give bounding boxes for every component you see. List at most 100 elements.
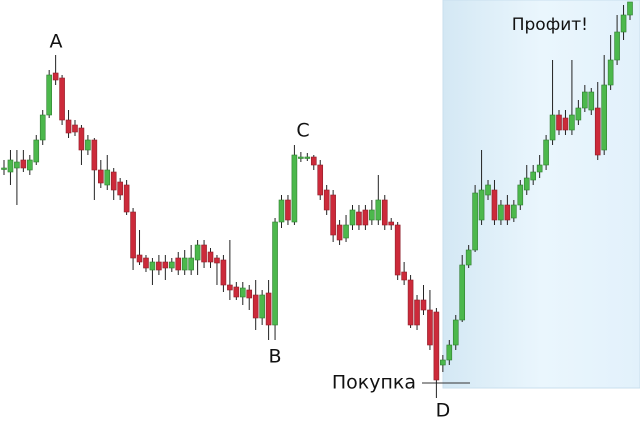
candle-body — [420, 299, 427, 311]
candle-body — [252, 294, 259, 319]
candle-body — [265, 292, 272, 326]
candle-body — [465, 249, 472, 266]
candle-body — [569, 114, 575, 131]
candle-body — [59, 77, 65, 121]
candle-body — [233, 286, 240, 298]
candle-body — [362, 209, 369, 226]
candle-body — [304, 156, 311, 159]
candle-body — [530, 171, 536, 181]
candle-body — [1, 167, 7, 170]
candle-body — [388, 221, 395, 226]
annotation: D — [436, 400, 451, 422]
candle-body — [259, 294, 265, 319]
candle-body — [201, 244, 207, 263]
candle-body — [336, 224, 343, 241]
candle-body — [123, 184, 130, 213]
candle-body — [523, 177, 530, 191]
candle-body — [272, 221, 278, 326]
candle-body — [143, 257, 149, 269]
candle-body — [285, 199, 291, 221]
candle-body — [239, 287, 246, 298]
candle-body — [549, 114, 556, 141]
candle-body — [356, 211, 362, 226]
candle-body — [39, 114, 46, 141]
candle-body — [627, 1, 633, 16]
candle-body — [394, 224, 401, 276]
candle-body — [310, 156, 317, 166]
candle-body — [517, 184, 524, 206]
candle-body — [588, 91, 595, 111]
candle-body — [452, 319, 459, 346]
candle-body — [556, 114, 562, 131]
candle-body — [478, 189, 485, 221]
candle-body — [214, 257, 220, 264]
candle-body — [78, 127, 85, 151]
candle-body — [375, 199, 382, 221]
candle-body — [175, 257, 182, 271]
candle-body — [298, 156, 304, 159]
candle-body — [291, 154, 298, 223]
candle-body — [401, 271, 407, 281]
candle-body — [46, 74, 52, 116]
candle-body — [188, 257, 194, 271]
candle-body — [485, 184, 491, 196]
candle-body — [98, 169, 104, 184]
candle-body — [130, 211, 136, 259]
candle-body — [72, 124, 78, 133]
candle-body — [536, 164, 543, 173]
candle-body — [181, 257, 188, 271]
candle-body — [349, 209, 356, 226]
candle-body — [246, 289, 253, 299]
candle-body — [459, 264, 466, 321]
candle-body — [52, 72, 59, 81]
candle-body — [323, 189, 330, 211]
candle-body — [504, 204, 511, 221]
candle-body — [620, 14, 627, 33]
annotation: Профит! — [512, 15, 588, 35]
annotation: A — [50, 31, 63, 53]
annotation: C — [296, 120, 309, 142]
candle-body — [20, 159, 27, 169]
candle-body — [472, 192, 478, 251]
candle-body — [117, 181, 123, 196]
candle-body — [343, 224, 349, 239]
annotation: Покупка — [332, 372, 416, 394]
candle-body — [498, 204, 504, 221]
candle-body — [220, 259, 227, 286]
candle-body — [65, 119, 72, 134]
candle-body — [491, 189, 498, 221]
candle-body — [407, 279, 414, 326]
candle-body — [85, 139, 91, 151]
candle-body — [543, 139, 549, 166]
candle-body — [91, 139, 98, 171]
candle-body — [601, 84, 607, 151]
candle-body — [33, 139, 40, 163]
candle-body — [582, 91, 588, 109]
candle-body — [227, 284, 233, 291]
candle-body — [104, 169, 111, 186]
candle-body — [562, 117, 569, 131]
candle-body — [207, 251, 214, 263]
candle-body — [278, 199, 285, 223]
candle-body — [511, 204, 517, 219]
candle-body — [381, 199, 388, 226]
candle-body — [194, 244, 201, 261]
candle-body — [149, 261, 156, 271]
candle-body — [446, 344, 453, 361]
candle-body — [414, 299, 420, 326]
candle-body — [614, 31, 620, 61]
candle-body — [7, 159, 14, 173]
candle-body — [427, 309, 433, 346]
candle-body — [594, 107, 601, 156]
candle-body — [156, 261, 162, 271]
candle-body — [440, 359, 446, 366]
candle-body — [110, 171, 117, 191]
candle-body — [607, 59, 614, 86]
candle-body — [575, 107, 582, 121]
candle-body — [168, 261, 175, 269]
candle-body — [162, 261, 169, 269]
candle-body — [136, 254, 143, 263]
annotation: B — [268, 346, 281, 368]
candle-body — [330, 194, 336, 236]
